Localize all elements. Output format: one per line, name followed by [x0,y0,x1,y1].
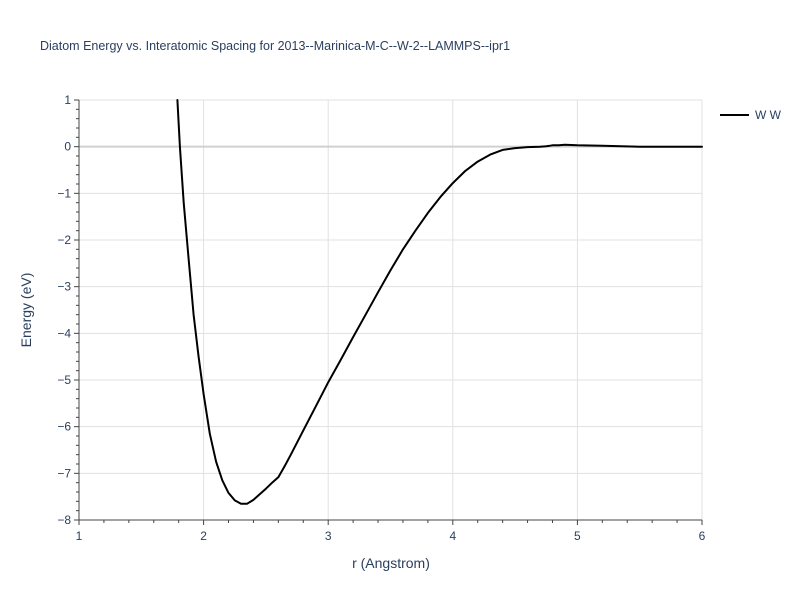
x-tick-label: 1 [76,529,83,543]
y-tick-label: −3 [57,280,71,294]
y-axis-title: Energy (eV) [18,273,34,348]
axes [74,99,703,525]
x-tick-label: 5 [574,529,581,543]
plot-area [176,99,703,505]
y-tick-label: −4 [57,326,71,340]
y-tick-label: −6 [57,420,71,434]
y-tick-label: −2 [57,233,71,247]
legend[interactable]: W W [720,108,782,122]
y-tick-label: −5 [57,373,71,387]
series-line-w-w [176,99,703,505]
x-tick-label: 6 [699,529,706,543]
y-tick-label: 1 [64,93,71,107]
y-tick-label: 0 [64,140,71,154]
tick-labels: 1 2 3 4 5 6 1 0 −1 −2 −3 −4 −5 −6 −7 −8 [57,93,705,543]
y-tick-label: −7 [57,466,71,480]
x-tick-label: 2 [200,529,207,543]
x-axis-title: r (Angstrom) [352,555,430,571]
x-tick-label: 3 [325,529,332,543]
y-tick-label: −8 [57,513,71,527]
x-tick-label: 4 [449,529,456,543]
grid-lines [79,99,703,520]
y-tick-label: −1 [57,186,71,200]
chart-title: Diatom Energy vs. Interatomic Spacing fo… [40,39,510,53]
legend-label: W W [755,108,782,122]
